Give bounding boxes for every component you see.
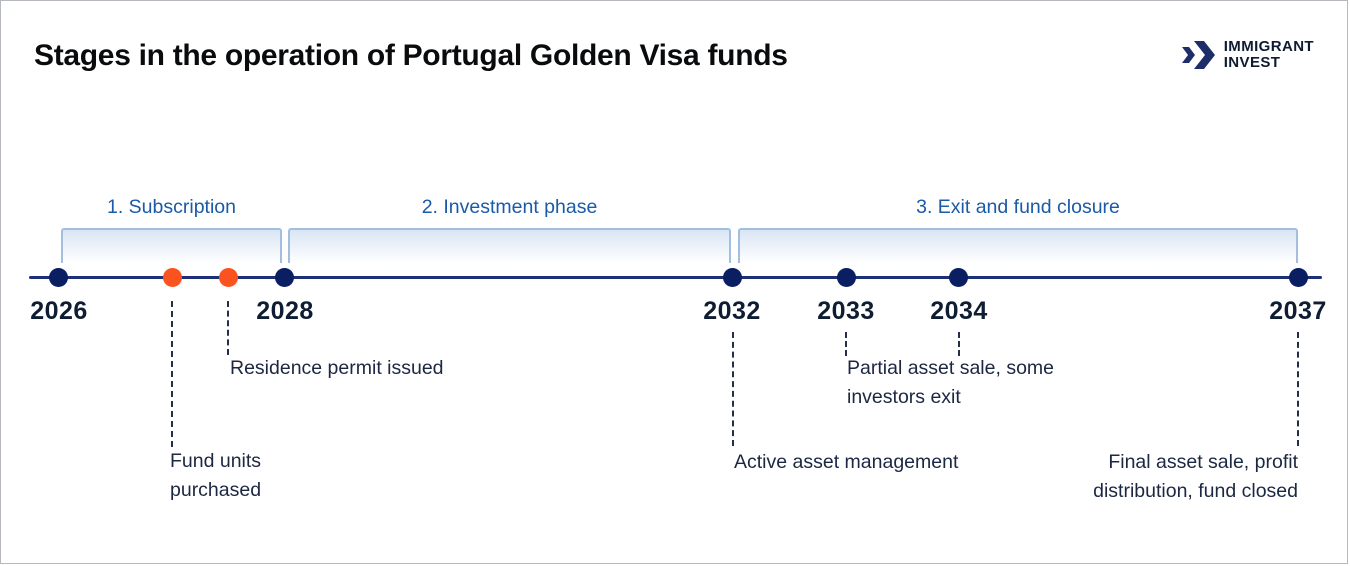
year-label-2033: 2033 [817,297,875,325]
annotation-residence-permit: Residence permit issued [230,357,444,379]
connector-final-sale [1297,332,1299,446]
annotation-active-management: Active asset management [734,451,959,473]
phase-bracket-subscription [61,228,282,263]
timeline-dot-2034 [949,268,968,287]
connector-partial-sale-2033 [845,332,847,356]
year-label-2034: 2034 [930,297,988,325]
year-label-2026: 2026 [30,297,88,325]
connector-partial-sale-2034 [958,332,960,356]
timeline-dot-2037 [1289,268,1308,287]
connector-residence-permit [227,301,229,355]
immigrant-invest-logo: IMMIGRANT INVEST [1181,39,1314,71]
timeline-dot-2032 [723,268,742,287]
phase-label-investment: 2. Investment phase [421,196,598,218]
timeline-dot-fund-units-purchased [163,268,182,287]
timeline-dot-2028 [275,268,294,287]
double-chevron-right-icon [1181,39,1217,71]
timeline-axis [29,276,1322,279]
annotation-final-sale: Final asset sale, profit distribution, f… [1093,451,1298,502]
timeline-dot-residence-permit [219,268,238,287]
year-label-2028: 2028 [256,297,314,325]
logo-text-line1: IMMIGRANT [1223,38,1314,55]
phase-label-subscription: 1. Subscription [107,196,236,218]
phase-bracket-investment [288,228,731,263]
year-label-2032: 2032 [703,297,761,325]
year-label-2037: 2037 [1269,297,1327,325]
logo-text-line2: INVEST [1223,54,1281,71]
logo-text: IMMIGRANT INVEST [1224,39,1314,71]
timeline-dot-2026 [49,268,68,287]
connector-active-management [732,332,734,446]
phase-label-exit: 3. Exit and fund closure [916,196,1120,218]
annotation-partial-sale: Partial asset sale, some investors exit [847,357,1055,408]
phase-bracket-exit [738,228,1298,263]
annotation-fund-units: Fund units purchased [170,450,262,501]
connector-fund-units [171,301,173,447]
page-title: Stages in the operation of Portugal Gold… [34,39,788,72]
timeline-dot-2033 [837,268,856,287]
